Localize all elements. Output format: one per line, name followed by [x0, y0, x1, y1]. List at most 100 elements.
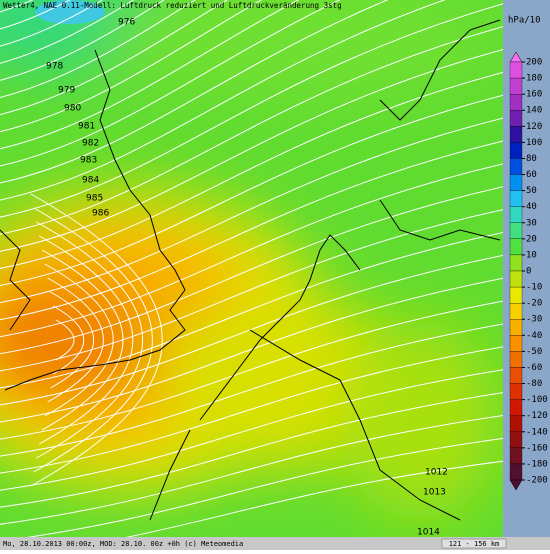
colorbar-segment: [509, 61, 523, 79]
isobar-label: 980: [64, 104, 81, 114]
colorbar-label: 0: [526, 267, 531, 277]
isobar: [0, 323, 503, 457]
colorbar-label: -30: [526, 315, 542, 325]
colorbar-label: 160: [526, 90, 542, 100]
isobar: [0, 0, 389, 184]
colorbar-label: 60: [526, 170, 537, 180]
footer-text: Mo, 28.10.2013 00:00z, MOD: 28.10. 00z +…: [3, 540, 243, 548]
colorbar-segment: [509, 415, 523, 432]
isobar: [38, 235, 134, 445]
isobar: [0, 0, 135, 64]
colorbar-label: -160: [526, 443, 548, 453]
isobar: [0, 0, 71, 30]
isobar: [44, 263, 114, 417]
isobar-label: 1014: [417, 528, 440, 538]
isobar-label: 981: [78, 122, 95, 132]
isobar: [50, 291, 94, 389]
isobar: [0, 3, 503, 218]
colorbar-segment: [509, 158, 523, 175]
colorbar-segment: [509, 222, 523, 239]
isobar: [0, 0, 446, 201]
isobar-label: 1013: [423, 488, 446, 498]
colorbar-label: 20: [526, 234, 537, 244]
colorbar-segment: [509, 190, 523, 207]
isobar: [0, 71, 503, 269]
isobar: [0, 140, 503, 321]
colorbar-label: 30: [526, 218, 537, 228]
isobar: [0, 0, 228, 116]
legend-unit: hPa/10: [508, 16, 541, 26]
isobar: [33, 207, 153, 473]
colorbar-segment: [509, 447, 523, 465]
isobar: [0, 26, 503, 235]
isobar-label: 982: [82, 139, 99, 149]
isobar: [0, 0, 263, 133]
isobar-label: 984: [82, 176, 99, 186]
colorbar-label: 200: [526, 58, 542, 68]
scale-text: 121 - 156 km: [449, 540, 500, 548]
map-area: 976 978 979 980 981 982 983 984 985 986 …: [0, 0, 503, 538]
colorbar-bottom-arrow: [509, 479, 523, 491]
colorbar-segment: [509, 367, 523, 384]
colorbar-label: 40: [526, 202, 537, 212]
colorbar-label: 10: [526, 250, 537, 260]
colorbar-segment: [509, 319, 523, 336]
colorbar-label: 80: [526, 154, 537, 164]
colorbar-segment: [509, 142, 523, 159]
colorbar-segment: [509, 383, 523, 400]
colorbar-segment: [509, 431, 523, 448]
colorbar-segment: [509, 238, 523, 256]
coastlines: [0, 19, 501, 521]
isobar: [0, 392, 503, 508]
isobar: [0, 346, 503, 474]
colorbar-label: 50: [526, 186, 537, 196]
footer-bar: [0, 537, 550, 550]
isobar: [0, 277, 503, 423]
colorbar-label: -60: [526, 363, 542, 373]
isobar: [26, 437, 503, 537]
colorbar-segment: [509, 254, 523, 272]
colorbar-segment: [509, 303, 523, 320]
colorbar-segment: [509, 463, 523, 481]
isobar: [0, 414, 503, 525]
colorbar-segment: [509, 270, 523, 288]
colorbar-label: -80: [526, 379, 542, 389]
colorbar-label: 120: [526, 122, 542, 132]
isobar: [0, 254, 503, 406]
colorbar-segment: [509, 77, 523, 95]
colorbar-label: -50: [526, 347, 542, 357]
isobars: [0, 0, 503, 537]
colorbar-label: -120: [526, 411, 548, 421]
isobar: [0, 49, 503, 252]
colorbar-label: -100: [526, 395, 548, 405]
isobar: [55, 319, 75, 361]
colorbar-segment: [509, 286, 523, 304]
colorbar-segment: [509, 351, 523, 368]
isobar: [0, 94, 503, 286]
isobar: [0, 300, 503, 440]
colorbar-segment: [509, 399, 523, 416]
colorbar-label: -140: [526, 427, 548, 437]
isobar-label: 985: [86, 194, 103, 204]
colorbar-label: -180: [526, 459, 548, 469]
isobar: [0, 163, 503, 338]
isobar: [36, 221, 143, 459]
isobar: [30, 193, 163, 487]
isobar: [0, 0, 196, 99]
colorbar-segment: [509, 206, 523, 223]
isobar: [0, 186, 503, 355]
isobar-label: 979: [58, 86, 75, 96]
colorbar-segment: [509, 94, 523, 111]
colorbar-label: 140: [526, 106, 542, 116]
isobar: [0, 369, 503, 491]
colorbar-segment: [509, 335, 523, 352]
isobar: [0, 0, 341, 167]
isobar: [52, 305, 85, 375]
isobar: [47, 277, 104, 403]
isobar: [0, 0, 165, 81]
isobar-label: 1012: [425, 468, 448, 478]
isobar: [0, 232, 503, 389]
colorbar-segment: [509, 126, 523, 143]
colorbar: 200180160140120100806050403020100-10-20-…: [509, 51, 548, 491]
